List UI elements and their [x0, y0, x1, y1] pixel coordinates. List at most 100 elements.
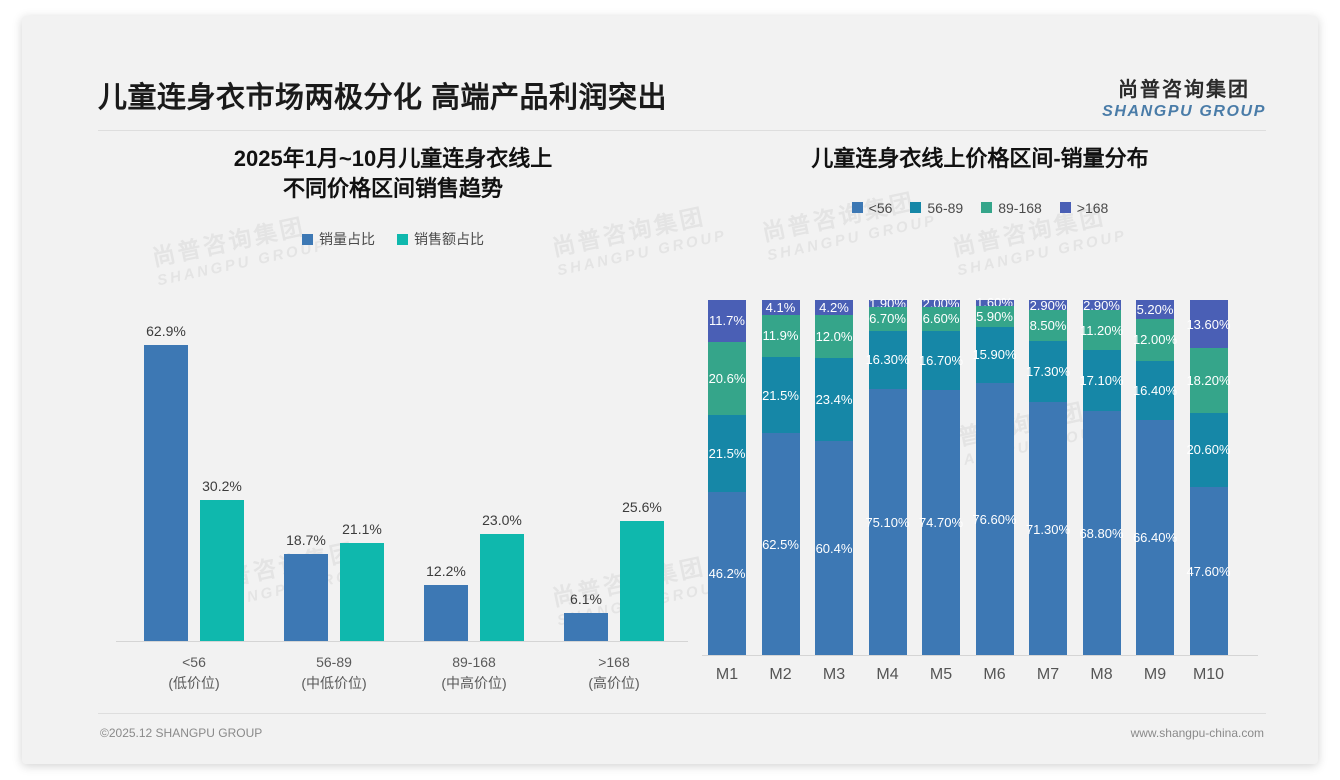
- x-axis-month-label: M6: [983, 666, 1006, 683]
- page-title: 儿童连身衣市场两极分化 高端产品利润突出: [98, 82, 668, 114]
- stack-segment[interactable]: 71.30%: [1025, 402, 1071, 656]
- stack-segment[interactable]: 13.60%: [1186, 300, 1231, 349]
- bar-rect[interactable]: [284, 553, 328, 642]
- left-chart-legend-label: 销售额占比: [414, 231, 484, 248]
- bar-rect[interactable]: [340, 542, 384, 642]
- stack-segment[interactable]: 21.5%: [708, 414, 746, 492]
- stack-segment[interactable]: 12.0%: [815, 314, 853, 358]
- bar-rect[interactable]: [564, 613, 608, 642]
- stack-segment[interactable]: 11.9%: [761, 314, 800, 357]
- stack-segment-label: 75.10%: [865, 514, 910, 530]
- stacked-bar-column[interactable]: 1.60% 5.90% 15.90% 76.60%: [972, 295, 1017, 656]
- right-chart-legend-item[interactable]: 89-168: [981, 200, 1042, 216]
- stack-segment[interactable]: 16.40%: [1133, 361, 1177, 420]
- bar-rect[interactable]: [200, 499, 244, 642]
- stack-segment[interactable]: 17.10%: [1079, 350, 1124, 412]
- logo-english-text: SHANGPU GROUP: [1102, 103, 1266, 120]
- stack-segment[interactable]: 21.5%: [761, 356, 800, 434]
- stack-segment[interactable]: 60.4%: [815, 440, 853, 656]
- stack-segment[interactable]: 11.7%: [708, 300, 746, 342]
- stack-segment[interactable]: 16.70%: [919, 330, 963, 391]
- stack-segment-label: 17.30%: [1025, 363, 1071, 379]
- stacked-bar-column[interactable]: 2.00% 6.60% 16.70% 74.70%: [919, 296, 963, 656]
- bar-value-label: 23.0%: [482, 511, 522, 528]
- right-chart-legend-item[interactable]: <56: [851, 200, 892, 216]
- stack-segment[interactable]: 6.70%: [868, 306, 907, 331]
- right-chart-legend-label: >168: [1076, 199, 1109, 216]
- x-axis-month-label: M7: [1036, 666, 1060, 683]
- bar-column[interactable]: 6.1%: [564, 312, 608, 642]
- stack-segment[interactable]: 1.90%: [868, 296, 907, 311]
- stack-segment[interactable]: 23.4%: [815, 357, 853, 441]
- stack-segment[interactable]: 68.80%: [1079, 411, 1124, 656]
- bar-group: 12.2% 23.0%: [408, 312, 540, 642]
- stacked-bar-column[interactable]: 1.90% 6.70% 16.30% 75.10%: [865, 296, 910, 656]
- stack-segment-label: 23.4%: [815, 391, 853, 407]
- stack-segment[interactable]: 2.00%: [922, 296, 960, 311]
- right-chart-legend-item[interactable]: 56-89: [910, 200, 963, 216]
- stack-segment[interactable]: 5.20%: [1136, 300, 1174, 319]
- stack-segment[interactable]: 47.60%: [1186, 486, 1231, 656]
- stack-segment[interactable]: 2.90%: [1029, 298, 1067, 313]
- stacked-bar-column[interactable]: 2.90% 8.50% 17.30% 71.30%: [1025, 298, 1071, 656]
- bar-column[interactable]: 21.1%: [340, 312, 384, 642]
- stack-segment[interactable]: 76.60%: [972, 383, 1017, 656]
- logo-chinese-text: 尚普咨询集团: [1118, 79, 1251, 101]
- stack-segment[interactable]: 66.40%: [1133, 419, 1177, 656]
- footer-website: www.shangpu-china.com: [1130, 726, 1264, 740]
- bar-column[interactable]: 30.2%: [200, 312, 244, 642]
- stack-segment-label: 21.5%: [708, 445, 746, 461]
- bar-column[interactable]: 25.6%: [620, 312, 664, 642]
- bar-rect[interactable]: [424, 584, 468, 642]
- x-axis-tier-label: (中高价位): [441, 675, 507, 691]
- left-chart-axis-line: [116, 641, 688, 642]
- stack-segment-label: 71.30%: [1025, 521, 1071, 537]
- stacked-bar-column[interactable]: 13.60% 18.20% 20.60% 47.60%: [1186, 300, 1231, 656]
- stack-segment-label: 13.60%: [1186, 316, 1231, 332]
- stack-segment[interactable]: 4.2%: [815, 300, 853, 315]
- bar-column[interactable]: 62.9%: [144, 312, 188, 642]
- stacked-bar-column[interactable]: 2.90% 11.20% 17.10% 68.80%: [1079, 297, 1124, 656]
- left-chart-legend-label: 销量占比: [319, 231, 375, 248]
- bar-rect[interactable]: [620, 521, 664, 642]
- left-chart-title-line2: 不同价格区间销售趋势: [282, 175, 503, 201]
- stacked-bar-column[interactable]: 5.20% 12.00% 16.40% 66.40%: [1133, 300, 1177, 656]
- right-chart-legend-label: 89-168: [998, 199, 1042, 216]
- stack-segment-label: 2.90%: [1083, 297, 1120, 313]
- bar-rect[interactable]: [144, 345, 188, 642]
- stack-segment[interactable]: 62.5%: [761, 433, 800, 656]
- stack-segment[interactable]: 20.6%: [708, 341, 746, 415]
- stack-segment[interactable]: 46.2%: [708, 491, 746, 656]
- stack-segment[interactable]: 4.1%: [761, 300, 800, 315]
- stack-segment-label: 60.4%: [815, 540, 853, 556]
- stack-segment[interactable]: 11.20%: [1080, 310, 1123, 351]
- stack-segment[interactable]: 74.70%: [919, 390, 963, 656]
- left-chart-legend-item[interactable]: 销量占比: [302, 229, 375, 249]
- stack-segment[interactable]: 5.90%: [975, 305, 1014, 327]
- bar-column[interactable]: 23.0%: [480, 312, 524, 642]
- stacked-bar-column[interactable]: 4.1% 11.9% 21.5% 62.5%: [761, 300, 800, 656]
- stack-segment[interactable]: 18.20%: [1186, 348, 1231, 414]
- stack-segment[interactable]: 8.50%: [1029, 310, 1067, 341]
- bar-column[interactable]: 18.7%: [284, 312, 328, 642]
- stack-segment[interactable]: 17.30%: [1025, 340, 1071, 403]
- bar-rect[interactable]: [480, 533, 524, 642]
- stack-segment-label: 16.30%: [865, 352, 910, 368]
- stacked-bar-column[interactable]: 4.2% 12.0% 23.4% 60.4%: [815, 300, 853, 656]
- stack-segment[interactable]: 16.30%: [865, 330, 910, 389]
- bar-group: 62.9% 30.2%: [128, 312, 260, 642]
- bar-column[interactable]: 12.2%: [424, 312, 468, 642]
- stack-segment[interactable]: 15.90%: [972, 326, 1017, 384]
- stack-segment[interactable]: 20.60%: [1186, 413, 1231, 487]
- x-axis-range-label: 56-89: [316, 654, 352, 670]
- stack-segment[interactable]: 2.90%: [1082, 297, 1121, 313]
- left-chart-legend-item[interactable]: 销售额占比: [397, 229, 484, 249]
- stack-segment-label: 15.90%: [972, 347, 1017, 363]
- stack-segment[interactable]: 75.10%: [865, 388, 910, 656]
- stack-segment[interactable]: 6.60%: [922, 307, 960, 331]
- stacked-bar-column[interactable]: 11.7% 20.6% 21.5% 46.2%: [708, 300, 746, 656]
- footer-divider: [98, 713, 1266, 714]
- stack-segment[interactable]: 12.00%: [1133, 318, 1177, 362]
- right-chart-legend-item[interactable]: >168: [1059, 199, 1109, 216]
- x-axis-month-label: M8: [1090, 666, 1113, 683]
